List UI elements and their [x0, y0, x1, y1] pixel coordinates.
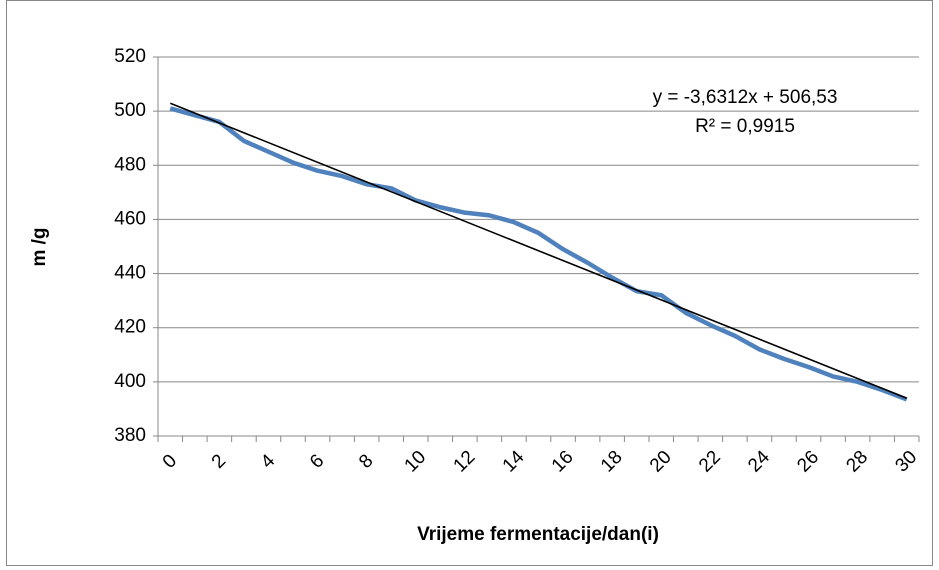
chart-border [6, 0, 933, 566]
y-tick-label: 460 [114, 208, 146, 229]
y-tick-label: 500 [114, 100, 146, 121]
x-axis-label: Vrijeme fermentacije/dan(i) [417, 524, 659, 545]
trendline [169, 102, 908, 399]
y-tick-label: 440 [114, 263, 146, 284]
trendline-r2: R² = 0,9915 [695, 116, 795, 137]
y-tick-label: 400 [114, 371, 146, 392]
y-tick-label: 420 [114, 317, 146, 338]
y-axis-label: m /g [29, 227, 50, 266]
trendline-equation: y = -3,6312x + 506,53 [653, 87, 838, 108]
y-tick-label: 520 [114, 46, 146, 67]
y-tick-label: 480 [114, 154, 146, 175]
data-line [169, 106, 908, 402]
y-tick-label: 380 [114, 425, 146, 446]
